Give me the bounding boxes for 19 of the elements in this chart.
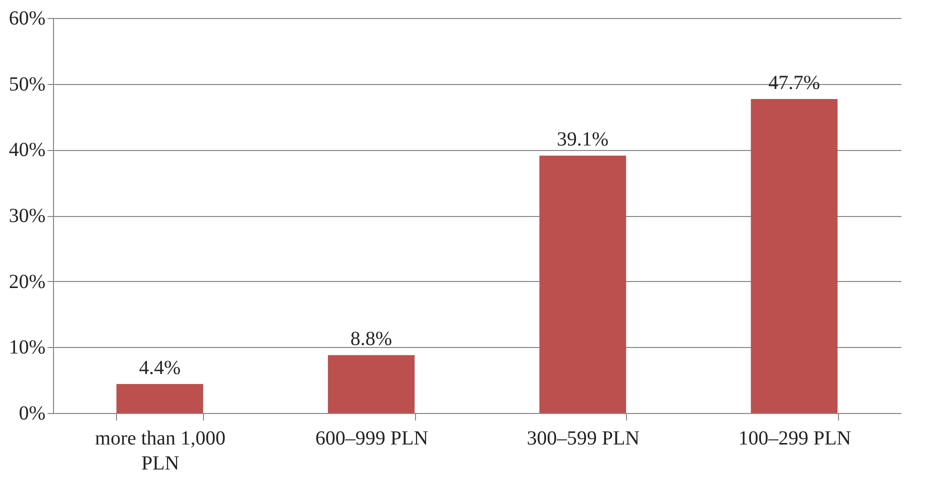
- y-tick-label: 30%: [8, 205, 46, 227]
- bar: [539, 156, 626, 413]
- data-label: 8.8%: [350, 328, 392, 350]
- bar: [116, 384, 204, 413]
- x-tick-label: 300–599 PLN: [526, 428, 640, 450]
- bar: [328, 355, 415, 413]
- y-tick-label: 10%: [8, 336, 46, 359]
- data-label: 47.7%: [768, 72, 820, 94]
- y-tick-label: 60%: [8, 8, 46, 30]
- y-tick-label: 40%: [8, 139, 46, 162]
- x-tick-label: 600–999 PLN: [315, 428, 428, 450]
- x-tick-label: more than 1,000 PLN: [95, 428, 226, 474]
- x-tick-label: 100–299 PLN: [738, 428, 852, 450]
- y-tick-label: 50%: [8, 73, 46, 96]
- data-label: 39.1%: [556, 128, 609, 151]
- y-tick-label: 0%: [18, 402, 46, 424]
- data-label: 4.4%: [138, 357, 181, 380]
- y-tick-label: 20%: [8, 270, 46, 293]
- bar: [750, 98, 838, 413]
